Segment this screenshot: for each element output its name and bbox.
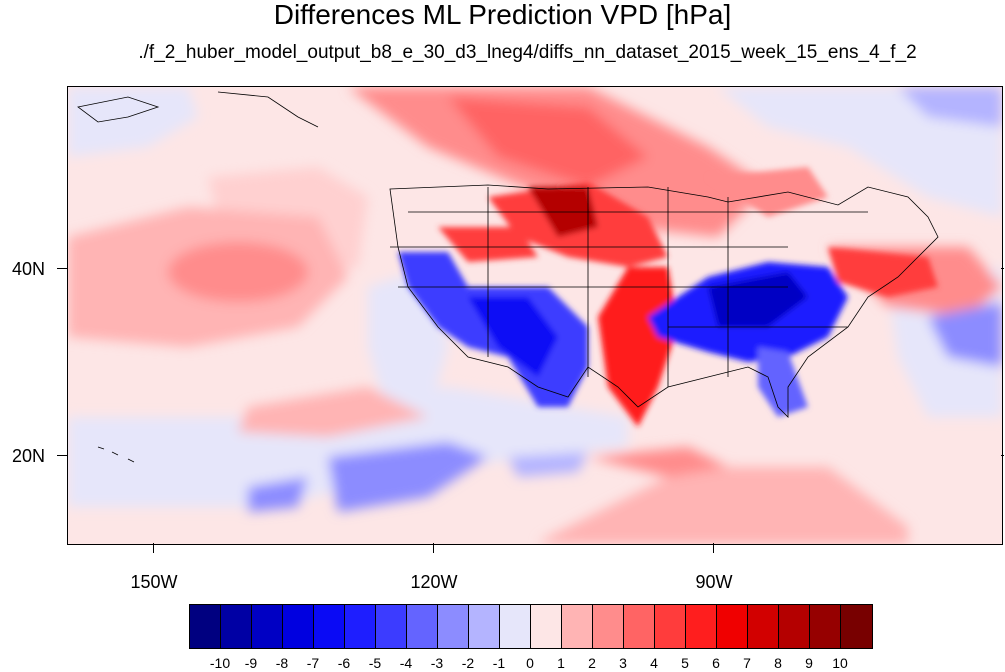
map-title: Differences ML Prediction VPD [hPa] [273, 0, 732, 30]
colorbar-swatch [686, 605, 717, 648]
lat-tick-right-20n [1001, 455, 1004, 456]
lat-tick-20n [57, 455, 67, 456]
colorbar-tick-label: -7 [306, 655, 320, 671]
colorbar-swatch [469, 605, 500, 648]
colorbar-swatch [221, 605, 252, 648]
colorbar-tick-label: -1 [492, 655, 506, 671]
colorbar-tick-label: 10 [832, 655, 848, 671]
colorbar-swatch [655, 605, 686, 648]
colorbar-swatch [779, 605, 810, 648]
colorbar-swatch [376, 605, 407, 648]
colorbar-tick-label: 2 [588, 655, 596, 671]
colorbar-swatch [841, 605, 872, 648]
colorbar-tick-label: -4 [399, 655, 413, 671]
colorbar-swatch [314, 605, 345, 648]
colorbar-swatch [283, 605, 314, 648]
colorbar-tick-label: 3 [619, 655, 627, 671]
lat-tick-40n [57, 268, 67, 269]
colorbar-swatch [748, 605, 779, 648]
colorbar-tick-label: -2 [461, 655, 475, 671]
lat-label-40n: 40N [12, 259, 46, 279]
colorbar-tick-label: -9 [244, 655, 258, 671]
lon-label-120w: 120W [410, 572, 458, 592]
map-subtitle: ./f_2_huber_model_output_b8_e_30_d3_lneg… [138, 42, 917, 63]
colorbar-tick-label: 4 [650, 655, 658, 671]
colorbar-tick-label: -8 [275, 655, 289, 671]
colorbar-swatch [562, 605, 593, 648]
colorbar-swatch [500, 605, 531, 648]
colorbar-tick-label: 0 [526, 655, 534, 671]
colorbar-swatch [810, 605, 841, 648]
vpd-difference-field [68, 87, 1002, 544]
colorbar-swatch [190, 605, 221, 648]
lon-label-150w: 150W [130, 572, 178, 592]
colorbar-swatch [717, 605, 748, 648]
coastlines [77, 91, 939, 463]
colorbar-tick-label: 7 [743, 655, 751, 671]
colorbar-swatch [345, 605, 376, 648]
colorbar-tick-label: -6 [337, 655, 351, 671]
lon-tick-90w [713, 543, 714, 553]
colorbar-tick-label: -5 [368, 655, 382, 671]
colorbar-swatch [407, 605, 438, 648]
lat-label-20n: 20N [12, 446, 46, 466]
colorbar-swatch [438, 605, 469, 648]
lon-tick-120w [433, 543, 434, 553]
colorbar-tick-label: 9 [805, 655, 813, 671]
lon-tick-150w [153, 543, 154, 553]
colorbar-tick-label: 6 [712, 655, 720, 671]
lon-label-90w: 90W [695, 572, 733, 592]
colorbar-tick-label: 1 [557, 655, 565, 671]
colorbar-tick-label: 5 [681, 655, 689, 671]
colorbar-tick-label: -10 [209, 655, 231, 671]
lat-tick-right-40n [1001, 268, 1004, 269]
colorbar-swatch [624, 605, 655, 648]
map-panel [67, 86, 1003, 545]
colorbar-swatch [593, 605, 624, 648]
colorbar-swatch [531, 605, 562, 648]
colorbar-swatch [252, 605, 283, 648]
colorbar [189, 604, 873, 649]
colorbar-tick-label: 8 [774, 655, 782, 671]
colorbar-tick-label: -3 [430, 655, 444, 671]
